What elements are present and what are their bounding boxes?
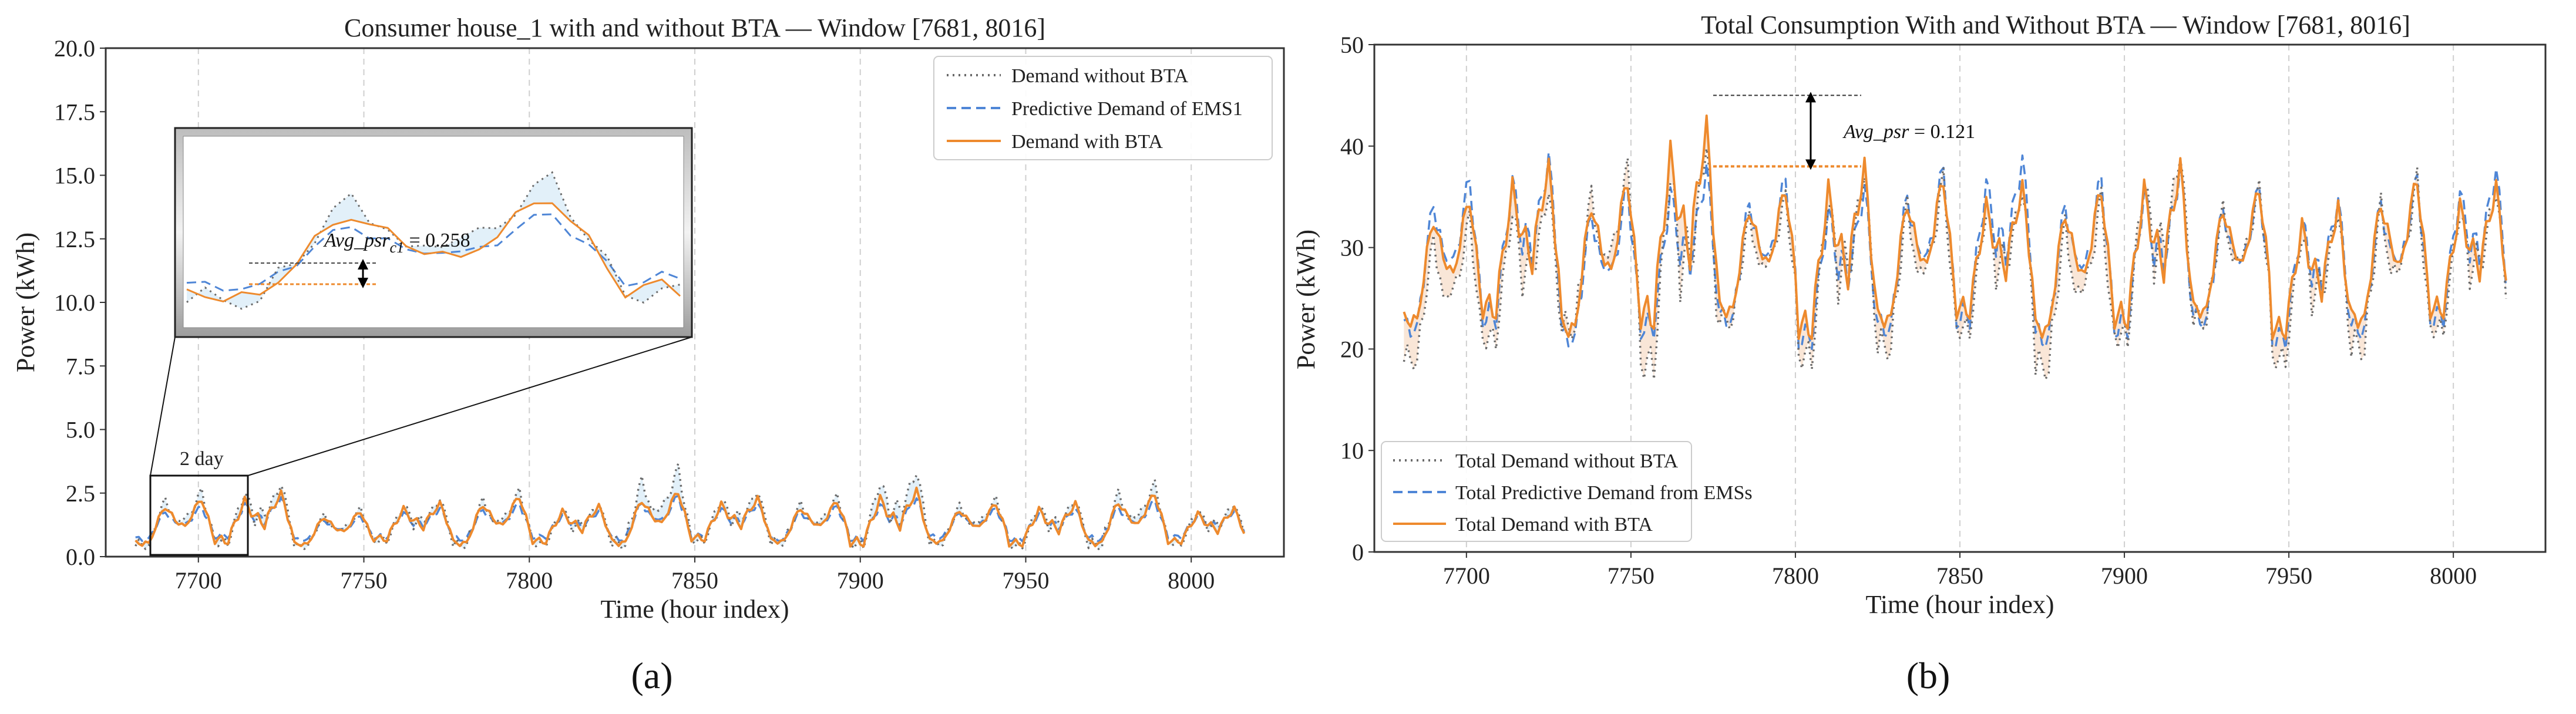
chart-b-xlabel: Time (hour index) <box>1865 590 2054 619</box>
panel-label-b: (b) <box>1906 655 1951 696</box>
legend-b-label-predictive: Total Predictive Demand from EMSs <box>1455 482 1753 504</box>
legend-a-label-without: Demand without BTA <box>1011 65 1189 87</box>
chart-a-yticks: 0.0 2.5 5.0 7.5 10.0 12.5 15.0 17.5 20.0 <box>54 35 106 570</box>
inset-formula: Avg_psrc1 = 0.258 <box>323 230 470 256</box>
x-tick-label: 7700 <box>1443 563 1490 589</box>
series-line-solid <box>134 486 1246 548</box>
y-tick-label: 7.5 <box>66 353 95 379</box>
zoom-box <box>149 474 249 556</box>
area-between <box>1404 116 2506 380</box>
y-tick-label: 30 <box>1340 235 1364 261</box>
chart-b-yticks: 0 10 20 30 40 50 <box>1340 32 1374 565</box>
y-tick-label: 15.0 <box>54 163 95 189</box>
x-tick-label: 7700 <box>175 567 222 594</box>
chart-b-legend-box <box>1381 441 1692 542</box>
x-tick-label: 7950 <box>2265 563 2312 589</box>
y-tick-label: 0.0 <box>66 544 95 570</box>
y-tick-label: 20 <box>1340 336 1364 362</box>
series-line-solid <box>1403 114 2507 341</box>
legend-b-label-with: Total Demand with BTA <box>1455 514 1653 536</box>
chart-b-ylabel: Power (kWh) <box>1292 230 1320 369</box>
panel-label-a: (a) <box>631 655 672 696</box>
series-line-dotted <box>1403 147 2507 380</box>
y-tick-label: 2.5 <box>66 480 95 507</box>
x-tick-label: 7900 <box>2101 563 2148 589</box>
x-tick-label: 7950 <box>1002 567 1049 594</box>
psr-formula: Avg_psr = 0.121 <box>1842 121 1975 143</box>
y-tick-label: 50 <box>1340 32 1364 58</box>
zoom-connector-left <box>150 336 176 476</box>
chart-a-ylabel: Power (kWh) <box>11 233 40 372</box>
y-tick-label: 10 <box>1340 437 1364 464</box>
inset-lines <box>186 171 681 310</box>
chart-b: Total Consumption With and Without BTA —… <box>1292 11 2547 696</box>
chart-a-legend: Demand without BTA Predictive Demand of … <box>933 56 1273 160</box>
inset-plot-area <box>183 136 684 328</box>
y-tick-label: 5.0 <box>66 417 95 443</box>
x-tick-label: 7850 <box>1936 563 1983 589</box>
chart-b-lines <box>1403 114 2507 380</box>
chart-a-xticks: 7700 7750 7800 7850 7900 7950 8000 <box>175 557 1215 594</box>
inset-series-line <box>186 202 681 302</box>
y-tick-label: 40 <box>1340 133 1364 160</box>
y-tick-label: 17.5 <box>54 99 95 125</box>
y-tick-label: 12.5 <box>54 226 95 252</box>
y-tick-label: 0 <box>1352 539 1364 565</box>
chart-a-xlabel: Time (hour index) <box>600 595 789 624</box>
chart-b-annotation: Avg_psr = 0.121 <box>1713 92 1975 170</box>
legend-a-label-predictive: Predictive Demand of EMS1 <box>1011 98 1243 120</box>
x-tick-label: 7850 <box>671 567 718 594</box>
x-tick-label: 7800 <box>1772 563 1819 589</box>
x-tick-label: 7750 <box>1608 563 1654 589</box>
chart-b-legend: Total Demand without BTA Total Predictiv… <box>1381 441 1753 542</box>
chart-a-title: Consumer house_1 with and without BTA — … <box>344 14 1045 42</box>
chart-b-title: Total Consumption With and Without BTA —… <box>1701 11 2410 39</box>
x-tick-label: 7800 <box>506 567 553 594</box>
x-tick-label: 7750 <box>341 567 388 594</box>
x-tick-label: 8000 <box>2430 563 2477 589</box>
chart-a: Consumer house_1 with and without BTA — … <box>11 14 1285 696</box>
legend-b-label-without: Total Demand without BTA <box>1455 450 1679 472</box>
inset-zoom: Avg_psrc1 = 0.258 <box>174 127 693 338</box>
x-tick-label: 7900 <box>837 567 884 594</box>
chart-b-xticks: 7700 7750 7800 7850 7900 7950 8000 <box>1443 552 2477 589</box>
chart-b-fill <box>1404 116 2506 380</box>
y-tick-label: 20.0 <box>54 35 95 62</box>
y-tick-label: 10.0 <box>54 289 95 316</box>
zoom-box-label: 2 day <box>180 448 224 470</box>
chart-a-legend-box <box>933 56 1273 160</box>
series-line-dashed <box>1403 151 2507 351</box>
zoom-connector-right <box>247 336 692 476</box>
legend-a-label-with: Demand with BTA <box>1011 131 1163 153</box>
x-tick-label: 8000 <box>1168 567 1215 594</box>
chart-a-lines <box>134 462 1246 550</box>
